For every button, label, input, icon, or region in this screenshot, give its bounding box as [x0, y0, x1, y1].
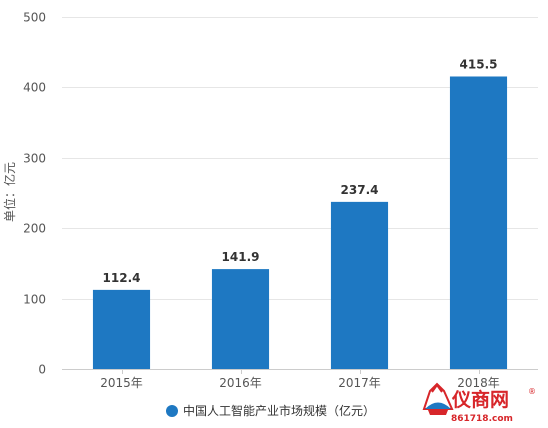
y-axis-ticks: 0 100 200 300 400 500	[23, 11, 46, 377]
x-tick-label: 2016年	[219, 376, 262, 390]
y-tick-label: 400	[23, 81, 46, 95]
bar[interactable]	[92, 289, 151, 369]
data-labels: 112.4 141.9 237.4 415.5	[103, 57, 498, 284]
x-tick-label: 2017年	[338, 376, 381, 390]
watermark-registered-mark: ®	[528, 387, 536, 396]
x-tick-label: 2018年	[457, 376, 500, 390]
legend-swatch	[166, 405, 178, 417]
legend[interactable]: 中国人工智能产业市场规模（亿元）	[166, 403, 375, 418]
watermark-brand: 仪商网	[451, 388, 509, 411]
data-label: 237.4	[341, 183, 379, 197]
y-tick-label: 200	[23, 222, 46, 236]
y-tick-label: 300	[23, 152, 46, 166]
x-axis-ticks: 2015年 2016年 2017年 2018年	[100, 369, 500, 390]
watermark-logo: 仪商网 ® 861718.com	[422, 382, 536, 424]
data-label: 415.5	[460, 57, 498, 71]
x-tick-label: 2015年	[100, 376, 143, 390]
bars	[92, 76, 508, 369]
y-tick-label: 100	[23, 293, 46, 307]
y-axis-title: 单位：亿元	[2, 162, 17, 222]
watermark-url: 861718.com	[451, 414, 513, 424]
bar[interactable]	[449, 76, 508, 369]
bar[interactable]	[211, 269, 270, 369]
y-tick-label: 500	[23, 11, 46, 25]
y-tick-label: 0	[38, 363, 46, 377]
data-label: 112.4	[103, 271, 141, 285]
watermark-emblem-icon	[422, 382, 454, 415]
data-label: 141.9	[222, 250, 260, 264]
legend-label: 中国人工智能产业市场规模（亿元）	[183, 403, 375, 418]
bar[interactable]	[330, 201, 389, 369]
